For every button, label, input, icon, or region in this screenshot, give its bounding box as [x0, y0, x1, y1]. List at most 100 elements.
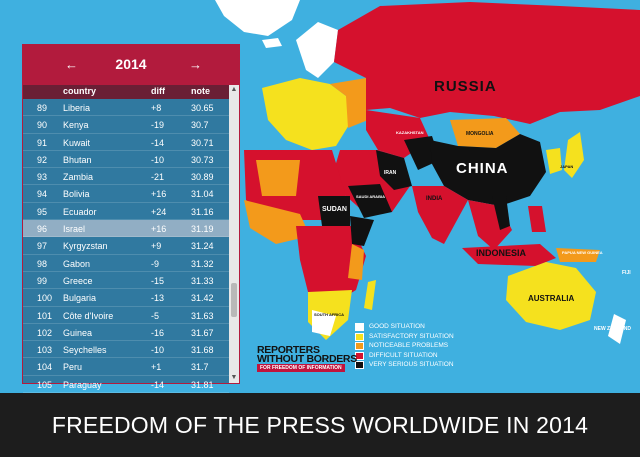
- map-graphic: [215, 0, 640, 344]
- mongolia-label: MONGOLIA: [466, 131, 494, 137]
- note-cell: 31.68: [191, 345, 214, 356]
- greenland-shape: [215, 0, 300, 36]
- note-cell: 30.89: [191, 172, 214, 183]
- indonesia-shape: [462, 244, 556, 266]
- iceland-shape: [262, 38, 282, 48]
- ranking-row[interactable]: 95 Ecuador +24 31.16: [23, 203, 229, 221]
- ranking-row[interactable]: 100 Bulgaria -13 31.42: [23, 289, 229, 307]
- country-cell: Kuwait: [63, 137, 91, 148]
- saudi-arabia-label: SAUDI ARABIA: [356, 194, 385, 199]
- rank-cell: 101: [37, 310, 53, 321]
- rank-cell: 97: [37, 241, 48, 252]
- legend-swatch: [355, 342, 364, 350]
- ranking-row[interactable]: 97 Kyrgyzstan +9 31.24: [23, 237, 229, 255]
- note-cell: 31.04: [191, 189, 214, 200]
- legend-label: SATISFACTORY SITUATION: [369, 332, 454, 340]
- south-africa-shape: [312, 310, 336, 336]
- india-shape: [412, 186, 468, 244]
- ranking-row[interactable]: 89 Liberia +8 30.65: [23, 99, 229, 117]
- ranking-row[interactable]: 102 Guinea -16 31.67: [23, 324, 229, 342]
- note-cell: 31.63: [191, 310, 214, 321]
- rank-cell: 103: [37, 345, 53, 356]
- map-legend: GOOD SITUATION SATISFACTORY SITUATION NOTI…: [355, 322, 495, 370]
- diff-cell: -13: [151, 293, 165, 304]
- note-cell: 30.71: [191, 137, 214, 148]
- madagascar-shape: [364, 280, 376, 310]
- scroll-up-arrow-icon[interactable]: ▲: [230, 86, 238, 93]
- scandinavia-shape: [296, 22, 338, 78]
- next-year-arrow-icon[interactable]: →: [189, 57, 202, 72]
- china-shape: [430, 134, 546, 206]
- diff-cell: +24: [151, 206, 167, 217]
- logo-line-2: WITHOUT BORDERS: [257, 353, 357, 365]
- scroll-down-arrow-icon[interactable]: ▼: [230, 374, 238, 381]
- mongolia-shape: [450, 118, 520, 148]
- australia-shape: [506, 262, 596, 330]
- kazakhstan-label: KAZAKHSTAN: [396, 130, 424, 135]
- diff-cell: -10: [151, 345, 165, 356]
- country-cell: Kenya: [63, 120, 89, 131]
- legend-label: GOOD SITUATION: [369, 323, 425, 330]
- ranking-row[interactable]: 91 Kuwait -14 30.71: [23, 134, 229, 151]
- rank-cell: 92: [37, 154, 48, 165]
- ranking-header: ← 2014 →: [23, 45, 239, 85]
- diff-cell: -14: [151, 379, 165, 390]
- country-cell: Paraguay: [63, 379, 102, 390]
- note-cell: 31.42: [191, 293, 214, 304]
- vietnam-shape: [492, 196, 510, 230]
- diff-cell: +1: [151, 362, 162, 373]
- saudi-shape: [348, 184, 392, 218]
- note-cell: 31.81: [191, 379, 214, 390]
- country-cell: Greece: [63, 275, 93, 286]
- sudan-shape: [318, 196, 350, 226]
- country-cell: Bhutan: [63, 154, 92, 165]
- legend-swatch: [355, 332, 364, 341]
- ranking-row[interactable]: 105 Paraguay -14 31.81: [23, 376, 229, 394]
- world-press-freedom-map: RUSSIA CHINA INDIA INDONESIA AUSTRALIA S…: [0, 0, 640, 393]
- country-cell: Liberia: [63, 103, 91, 113]
- ranking-row[interactable]: 99 Greece -15 31.33: [23, 272, 229, 290]
- scroll-thumb[interactable]: [231, 283, 237, 317]
- note-cell: 31.32: [191, 258, 214, 269]
- column-header-diff[interactable]: diff: [151, 86, 165, 96]
- ranking-row[interactable]: 96 Israel +16 31.19: [23, 220, 229, 238]
- legend-item: NOTICEABLE PROBLEMS: [355, 341, 495, 351]
- note-cell: 31.7: [191, 362, 209, 373]
- ranking-scrollbar[interactable]: ▲ ▼: [229, 85, 239, 383]
- diff-cell: +16: [151, 224, 167, 235]
- country-cell: Peru: [63, 362, 83, 373]
- ranking-row[interactable]: 93 Zambia -21 30.89: [23, 168, 229, 186]
- west-africa-shape: [244, 200, 310, 244]
- rank-cell: 102: [37, 327, 53, 338]
- papua-label: PAPUA NEW GUINEA: [562, 250, 603, 255]
- europe-shape: [262, 78, 352, 150]
- column-header-country[interactable]: country: [63, 86, 97, 96]
- diff-cell: -14: [151, 137, 165, 148]
- ranking-row[interactable]: 90 Kenya -19 30.7: [23, 116, 229, 134]
- country-cell: Bulgaria: [63, 293, 97, 304]
- country-cell: Guinea: [63, 327, 93, 338]
- rank-cell: 89: [37, 103, 48, 113]
- rank-cell: 91: [37, 137, 48, 148]
- ranking-row[interactable]: 103 Seychelles -10 31.68: [23, 341, 229, 359]
- india-label: INDIA: [426, 196, 443, 202]
- ranking-row[interactable]: 104 Peru +1 31.7: [23, 358, 229, 376]
- diff-cell: -10: [151, 154, 165, 165]
- ranking-row[interactable]: 101 Côte d'Ivoire -5 31.63: [23, 307, 229, 324]
- previous-year-arrow-icon[interactable]: ←: [65, 57, 78, 72]
- diff-cell: -19: [151, 120, 165, 131]
- ranking-row[interactable]: 92 Bhutan -10 30.73: [23, 151, 229, 169]
- rank-cell: 94: [37, 189, 48, 200]
- column-header-note[interactable]: note: [191, 86, 210, 96]
- logo-line-1: REPORTERS: [257, 344, 320, 356]
- ranking-row[interactable]: 94 Bolivia +16 31.04: [23, 185, 229, 203]
- indonesia-label: INDONESIA: [476, 248, 527, 258]
- rank-cell: 105: [37, 379, 53, 390]
- rank-cell: 90: [37, 120, 48, 131]
- new-zealand-label: NEW ZEALAND: [594, 326, 631, 332]
- legend-item: VERY SERIOUS SITUATION: [355, 360, 495, 370]
- new-zealand-shape: [608, 314, 626, 344]
- rank-cell: 93: [37, 172, 48, 183]
- ranking-row[interactable]: 98 Gabon -9 31.32: [23, 255, 229, 272]
- japan-label: JAPAN: [560, 164, 574, 169]
